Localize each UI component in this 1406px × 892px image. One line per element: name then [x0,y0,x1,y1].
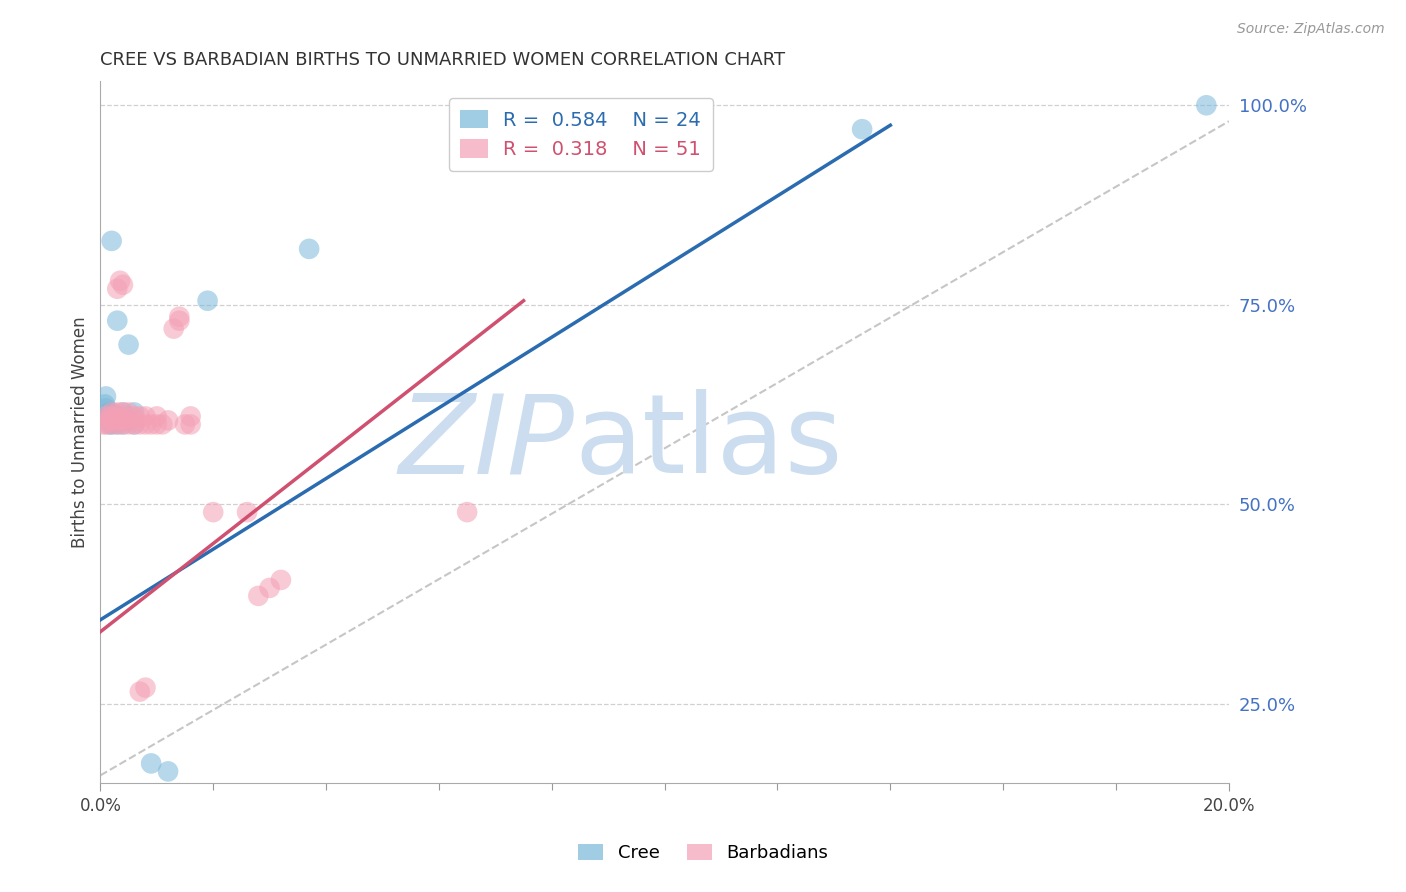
Point [122,405,145,419]
Point [174,417,197,432]
Point [134,681,156,695]
Point [94,401,117,416]
Point [122,409,145,424]
Point [128,417,150,432]
Point [134,417,156,432]
Point [100,409,122,424]
Point [105,282,128,296]
Point [146,409,169,424]
Point [169,310,191,324]
Point [91,417,114,432]
Point [298,242,321,256]
Point [94,417,117,432]
Point [100,417,122,432]
Point [134,409,156,424]
Legend: R =  0.584    N = 24, R =  0.318    N = 51: R = 0.584 N = 24, R = 0.318 N = 51 [449,98,713,171]
Y-axis label: Births to Unmarried Women: Births to Unmarried Women [72,317,89,549]
Point [105,417,128,432]
Point [247,589,270,603]
Point [117,337,139,351]
Text: ZIP: ZIP [398,390,574,496]
Point [128,684,150,698]
Point [94,409,117,424]
Point [105,409,128,424]
Point [100,405,122,419]
Point [94,413,117,427]
Point [122,417,145,432]
Point [97,417,120,432]
Point [105,413,128,427]
Text: atlas: atlas [574,390,842,496]
Point [111,417,134,432]
Point [117,405,139,419]
Point [100,234,122,248]
Legend: Cree, Barbadians: Cree, Barbadians [571,837,835,870]
Point [117,417,139,432]
Point [163,321,186,335]
Point [1195,98,1218,112]
Point [100,405,122,419]
Point [139,417,162,432]
Point [197,293,219,308]
Point [105,409,128,424]
Point [94,389,117,403]
Point [146,417,169,432]
Point [139,756,162,771]
Point [169,313,191,327]
Text: Source: ZipAtlas.com: Source: ZipAtlas.com [1237,22,1385,37]
Point [180,417,202,432]
Point [108,274,131,288]
Point [236,505,259,519]
Point [111,405,134,419]
Point [851,122,873,136]
Point [100,409,122,424]
Point [111,277,134,292]
Point [100,417,122,432]
Point [97,405,120,419]
Point [259,581,281,595]
Point [180,409,202,424]
Point [111,417,134,432]
Point [105,313,128,327]
Point [152,417,174,432]
Point [117,413,139,427]
Point [111,413,134,427]
Point [157,764,180,779]
Point [105,405,128,419]
Text: CREE VS BARBADIAN BIRTHS TO UNMARRIED WOMEN CORRELATION CHART: CREE VS BARBADIAN BIRTHS TO UNMARRIED WO… [100,51,786,69]
Point [270,573,292,587]
Point [157,413,180,427]
Point [117,413,139,427]
Point [128,409,150,424]
Point [202,505,225,519]
Point [456,505,478,519]
Point [105,417,128,432]
Point [122,417,145,432]
Point [94,397,117,411]
Point [111,405,134,419]
Point [100,413,122,427]
